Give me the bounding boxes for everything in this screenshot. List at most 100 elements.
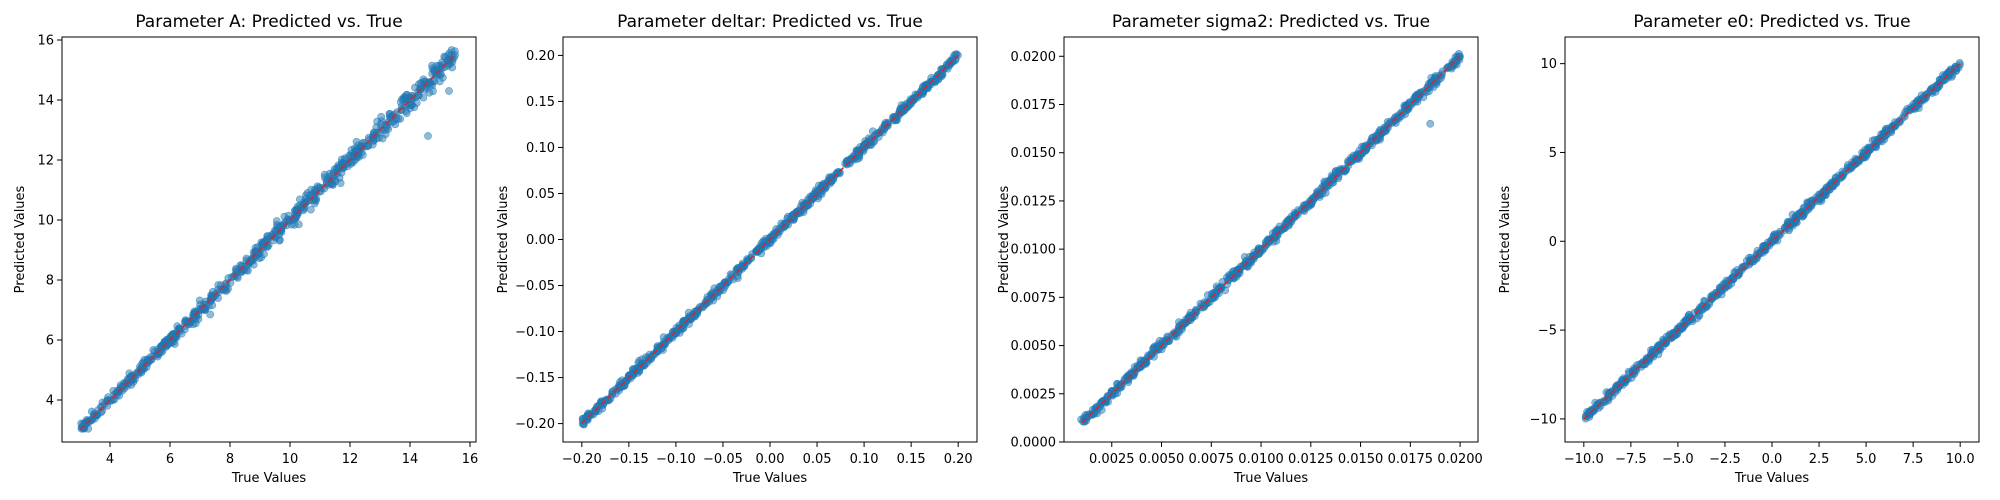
scatter-point-outlier: [445, 87, 453, 95]
y-tick-label: −0.05: [515, 279, 555, 294]
scatter-point: [107, 396, 116, 405]
y-tick-label: 0.10: [526, 141, 555, 156]
x-tick-label: −10.0: [1564, 452, 1604, 467]
chart-title: Parameter sigma2: Predicted vs. True: [1112, 12, 1430, 32]
scatter-point: [295, 195, 304, 204]
plot-frame: [61, 36, 477, 443]
chart-title: Parameter deltar: Predicted vs. True: [617, 12, 923, 32]
reference-line: [581, 54, 959, 425]
y-tick-label: −10: [1530, 412, 1557, 427]
chart-panel-4: −10.0 −7.5 −5.0 −2.5 0.0 2.5 5.0 7.5 10.0 −10 −5 0 5…: [1498, 12, 1980, 486]
scatter-point: [372, 134, 381, 143]
scatter-point: [125, 369, 134, 378]
scatter-point: [1728, 275, 1737, 284]
scatter-point: [336, 179, 345, 188]
x-tick-label: 0.0150: [1338, 452, 1384, 467]
x-tick-label: 14: [402, 452, 419, 467]
y-axis-label: Predicted Values: [997, 185, 1012, 293]
scatter-point: [1847, 164, 1855, 173]
scatter-point: [1349, 154, 1358, 163]
scatter-point: [312, 196, 320, 205]
y-tick-label: 0.05: [526, 187, 555, 202]
y-tick-label: 10: [37, 214, 54, 229]
y-tick-label: 0.0000: [1011, 436, 1057, 451]
x-tick-label: 0.0075: [1189, 452, 1235, 467]
scatter-point: [1149, 344, 1157, 353]
scatter-point: [254, 250, 262, 259]
scatter-point: [175, 325, 183, 333]
scatter-point: [280, 219, 289, 228]
x-tick-label: 2.5: [1809, 452, 1830, 467]
scatter-point: [195, 296, 204, 305]
x-tick-label: 12: [342, 452, 359, 467]
scatter-point: [443, 57, 452, 66]
scatter-point: [1284, 220, 1293, 229]
scatter-point: [1939, 71, 1947, 79]
x-tick-label: 6: [166, 452, 174, 467]
scatter-point: [1874, 135, 1883, 143]
y-tick-label: 0.0100: [1011, 243, 1057, 258]
chart-panel-2: −0.20 −0.15 −0.10 −0.05 0.00 0.05 0.10 0.15 0.20…: [496, 12, 978, 486]
y-axis-label: Predicted Values: [496, 185, 511, 293]
scatter-point: [249, 260, 258, 269]
scatter-point: [1896, 118, 1904, 127]
y-tick-label: 12: [37, 154, 54, 169]
x-tick-label: 0.0125: [1288, 452, 1334, 467]
y-tick-label: 4: [46, 394, 54, 409]
x-tick-label: 4: [106, 452, 114, 467]
scatter-point: [1082, 416, 1091, 425]
x-tick-label: 0.10: [850, 452, 879, 467]
scatter-point: [1233, 266, 1242, 275]
x-tick-label: 0.20: [944, 452, 973, 467]
y-tick-label: 0.20: [526, 49, 555, 64]
scatter-point: [92, 411, 101, 420]
y-tick-label: 0.0050: [1011, 339, 1057, 354]
y-tick-label: 0: [1549, 235, 1557, 250]
scatter-point: [918, 84, 927, 93]
y-tick-label: 10: [1540, 57, 1557, 72]
scatter-point: [424, 79, 433, 87]
y-tick-label: 0.0150: [1011, 146, 1057, 161]
scatter-point: [199, 303, 208, 312]
x-tick-label: 0.0100: [1238, 452, 1284, 467]
chart-title: Parameter e0: Predicted vs. True: [1633, 12, 1910, 32]
scatter-point: [899, 106, 908, 115]
y-tick-label: 0.15: [526, 95, 555, 110]
x-tick-label: 0.00: [756, 452, 785, 467]
scatter-point: [681, 316, 690, 325]
x-tick-label: −0.05: [703, 452, 743, 467]
x-tick-label: 7.5: [1903, 452, 1924, 467]
scatter-point: [284, 211, 293, 220]
scatter-point: [1654, 350, 1663, 359]
scatter-point: [129, 377, 138, 386]
x-tick-label: 0.0175: [1388, 452, 1434, 467]
x-axis-label: True Values: [231, 471, 306, 486]
x-tick-label: 0.05: [803, 452, 832, 467]
reference-line: [1583, 63, 1961, 420]
x-tick-label: −0.10: [656, 452, 696, 467]
scatter-point: [341, 155, 350, 164]
y-tick-label: −5: [1538, 324, 1557, 339]
scatter-point: [927, 74, 936, 82]
reference-line: [1081, 55, 1461, 424]
scatter-point: [1320, 177, 1329, 186]
scatter-point: [1780, 223, 1789, 232]
x-axis-label: True Values: [1233, 471, 1308, 486]
y-tick-label: 16: [37, 34, 54, 49]
scatter-point: [1135, 362, 1144, 371]
scatter-point: [1209, 289, 1218, 298]
scatter-point: [1358, 142, 1366, 151]
y-tick-label: 0.0200: [1011, 50, 1057, 65]
scatter-point: [1887, 128, 1896, 137]
scatter-point: [1759, 242, 1767, 250]
scatter-point: [1315, 190, 1324, 199]
x-tick-label: −2.5: [1709, 452, 1741, 467]
x-tick-label: −7.5: [1615, 452, 1647, 467]
reference-line: [79, 54, 456, 431]
scatter-point: [726, 270, 735, 279]
y-tick-label: 8: [46, 274, 54, 289]
scatter-point: [1659, 337, 1668, 345]
scatter-point: [272, 217, 281, 225]
x-tick-label: 0.0200: [1437, 452, 1483, 467]
